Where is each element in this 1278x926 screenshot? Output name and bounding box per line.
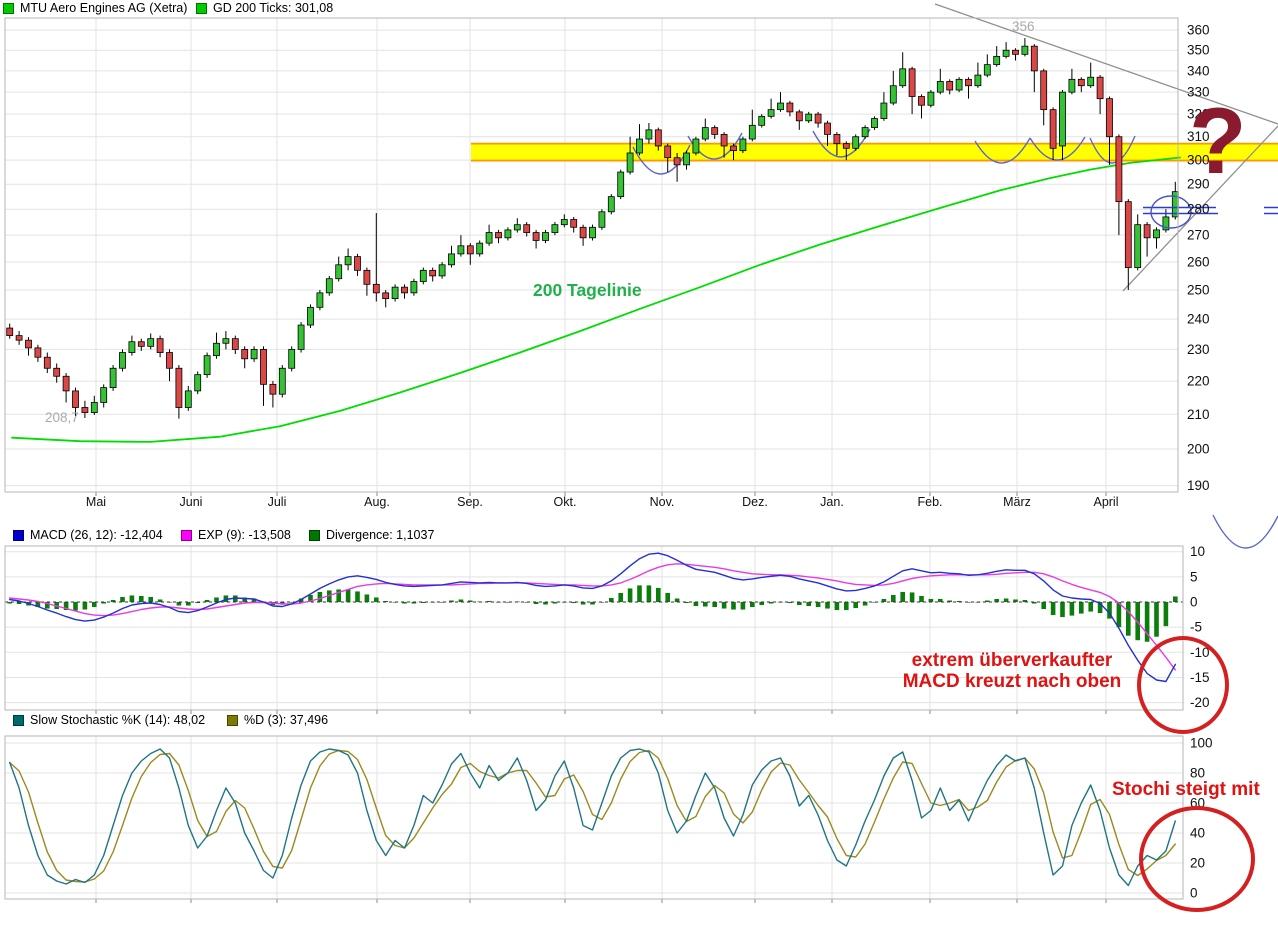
month-tick-label: Sep. [457,495,483,509]
stoch-k-label: Slow Stochastic %K (14): 48,02 [30,713,206,727]
min-price-label: 208,7 [45,410,79,425]
stochastic-panel [9,748,1176,887]
resistance-band [471,142,1278,162]
stoch-k-legend-item: Slow Stochastic %K (14): 48,02 [13,713,205,727]
stoch-d-legend-item: %D (3): 37,496 [227,713,328,727]
month-tick-label: März [1003,495,1031,509]
month-tick-label: Feb. [917,495,942,509]
series-swatch [196,2,207,14]
macd-tick-label: -5 [1190,620,1202,635]
month-tick-label: Jan. [820,495,844,509]
price-tick-label: 270 [1187,228,1210,243]
macd-tick-label: 10 [1190,544,1205,559]
price-tick-label: 310 [1187,129,1210,144]
ma200-annotation: 200 Tagelinie [533,280,642,300]
price-tick-label: 290 [1187,177,1210,192]
macd-label: MACD (26, 12): -12,404 [30,528,163,542]
macd-tick-label: 0 [1190,595,1198,610]
price-tick-label: 340 [1187,63,1210,78]
macd-panel [5,552,1183,683]
stoch-note-annotation: Stochi steigt mit [1112,779,1260,800]
price-tick-label: 210 [1187,407,1210,422]
gd200-legend-item: GD 200 Ticks: 301,08 [196,1,333,15]
price-tick-label: 190 [1187,478,1210,493]
month-tick-label: Mai [86,495,106,509]
price-tick-label: 220 [1187,374,1210,389]
macd-tick-label: 5 [1190,569,1198,584]
title-legend-item: MTU Aero Engines AG (Xetra) [3,1,187,15]
price-tick-label: 360 [1187,23,1210,38]
price-tick-label: 280 [1187,202,1210,217]
series-swatch [3,2,14,14]
series-swatch [181,529,192,541]
price-tick-label: 260 [1187,255,1210,270]
month-tick-label: Juli [268,495,287,509]
price-tick-label: 250 [1187,283,1210,298]
month-tick-label: Juni [180,495,203,509]
month-tick-label: April [1093,495,1118,509]
stoch-highlight-ellipse [1139,806,1255,912]
price-tick-label: 240 [1187,312,1210,327]
macd-note-line1: extrem überverkaufter [911,650,1113,671]
price-tick-label: 300 [1187,153,1210,168]
blue-annotations [1143,195,1278,229]
macd-legend-item: MACD (26, 12): -12,404 [13,528,163,542]
max-price-label: 356 [1012,19,1035,34]
month-tick-label: Okt. [554,495,577,509]
stoch-d-label: %D (3): 37,496 [244,713,329,727]
instrument-title: MTU Aero Engines AG (Xetra) [20,1,188,15]
price-tick-label: 350 [1187,43,1210,58]
month-tick-label: Nov. [650,495,675,509]
month-tick-label: Dez. [742,495,768,509]
stoch-tick-label: 80 [1190,766,1205,781]
trendlines [934,3,1278,292]
price-tick-label: 330 [1187,85,1210,100]
divergence-legend-item: Divergence: 1,1037 [309,528,434,542]
series-swatch [227,714,238,726]
ma200-line [11,156,1181,443]
gd200-label: GD 200 Ticks: 301,08 [213,1,334,15]
macd-note-line2: MACD kreuzt nach oben [902,671,1122,692]
exp-legend-item: EXP (9): -13,508 [181,528,291,542]
month-tick-label: Aug. [364,495,390,509]
stoch-tick-label: 100 [1190,736,1213,751]
macd-note-annotation: extrem überverkaufter MACD kreuzt nach o… [891,650,1133,692]
exp-label: EXP (9): -13,508 [198,528,291,542]
series-swatch [309,529,320,541]
series-swatch [13,714,24,726]
price-tick-label: 320 [1187,107,1210,122]
price-candles [6,38,1179,419]
divergence-label: Divergence: 1,1037 [326,528,435,542]
series-swatch [13,529,24,541]
grid [5,18,1183,903]
macd-highlight-ellipse [1137,636,1229,734]
question-mark-annotation: ? [1189,88,1247,193]
price-tick-label: 230 [1187,342,1210,357]
price-tick-label: 200 [1187,442,1210,457]
